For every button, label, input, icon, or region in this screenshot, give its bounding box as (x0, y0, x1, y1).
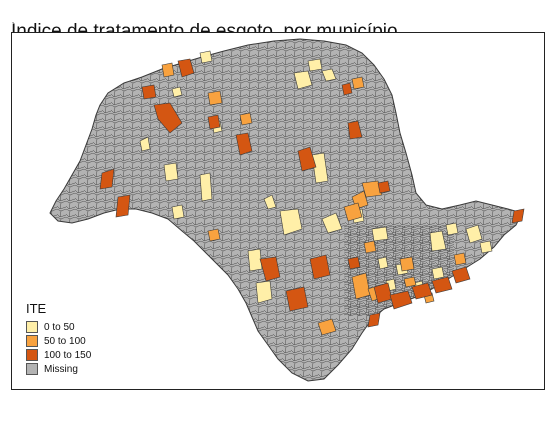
legend-label: 50 to 100 (44, 335, 86, 347)
legend-label: 0 to 50 (44, 321, 75, 333)
state-map (49, 38, 525, 382)
legend-swatch-50-to-100 (26, 335, 38, 347)
legend-label: 100 to 150 (44, 349, 92, 361)
legend-swatch-100-to-150 (26, 349, 38, 361)
legend-title: ITE (26, 301, 47, 316)
legend-swatch-missing (26, 363, 38, 375)
legend-label: Missing (44, 363, 78, 375)
municipalities-100-to-150 (99, 58, 525, 328)
map-frame: ITE 0 to 50 50 to 100 100 to 150 Missing (11, 32, 545, 390)
legend: ITE 0 to 50 50 to 100 100 to 150 Missing (26, 301, 136, 376)
legend-item: 50 to 100 (26, 334, 136, 348)
legend-item: 100 to 150 (26, 348, 136, 362)
legend-item: 0 to 50 (26, 320, 136, 334)
legend-swatch-0-to-50 (26, 321, 38, 333)
map-title: Índice de tratamento de esgoto, por muni… (11, 22, 398, 35)
legend-item: Missing (26, 362, 136, 376)
